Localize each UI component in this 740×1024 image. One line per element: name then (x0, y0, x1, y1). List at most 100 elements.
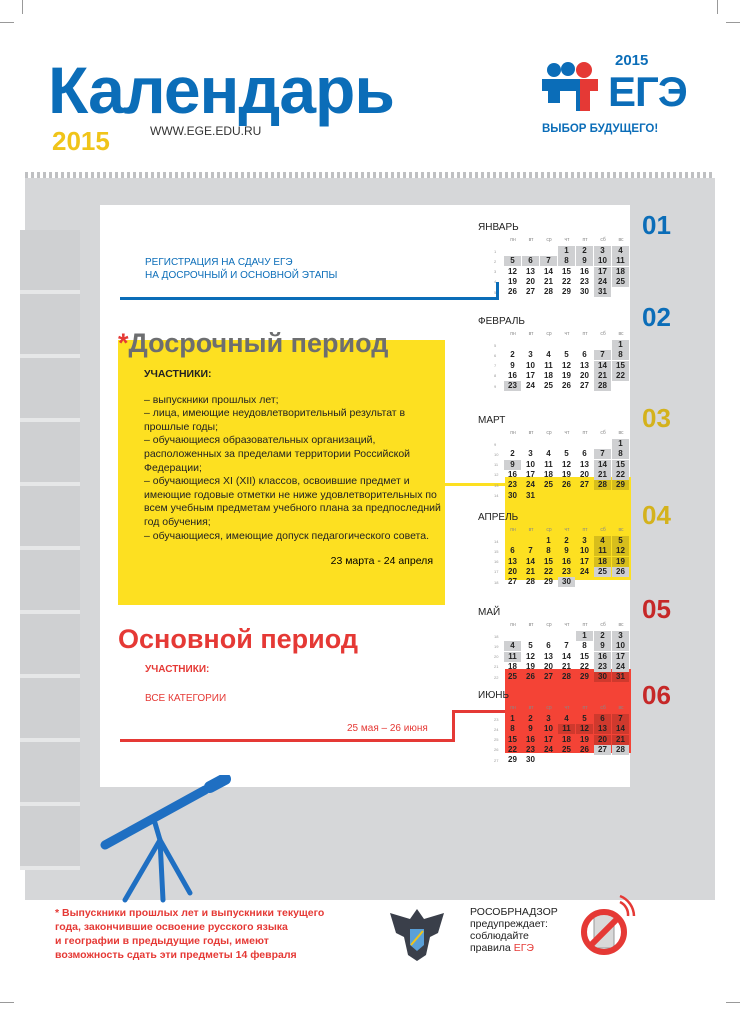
weekday-label: вс (618, 331, 624, 337)
calendar-day: 17 (580, 556, 589, 566)
calendar-day: 16 (562, 556, 571, 566)
calendar-day: 1 (612, 439, 629, 449)
calendar-day: 16 (580, 266, 589, 276)
calendar-day: 11 (612, 256, 629, 267)
calendar-day: 28 (594, 480, 611, 491)
weekday-label: сб (600, 705, 606, 711)
blue-connector (120, 297, 498, 300)
calendar-day: 2 (564, 536, 569, 545)
calendar-day: 13 (594, 724, 611, 735)
calendar-day: 17 (612, 651, 629, 662)
calendar-day: 29 (580, 672, 589, 682)
calendar-day: 21 (562, 661, 571, 671)
calendar-day: 12 (562, 360, 571, 370)
calendar-day: 7 (540, 256, 557, 267)
calendar-day: 17 (526, 370, 535, 380)
calendar-day: 21 (544, 276, 553, 286)
calendar-day: 30 (526, 755, 535, 765)
weekday-label: вс (618, 527, 624, 533)
calendar-day: 10 (594, 256, 611, 267)
calendar-day: 20 (580, 370, 589, 380)
calendar-day: 11 (558, 724, 575, 735)
calendar-day: 4 (594, 536, 611, 546)
week-number: 17 (494, 569, 499, 575)
weekday-label: пн (510, 705, 516, 711)
calendar-day: 11 (594, 546, 611, 557)
calendar-day: 14 (594, 459, 611, 470)
month-number-06: 06 (642, 680, 671, 710)
website-link[interactable]: WWW.EGE.EDU.RU (150, 124, 262, 138)
calendar-day: 28 (594, 381, 611, 392)
telescope-icon (100, 775, 231, 903)
calendar-day: 19 (562, 370, 571, 380)
week-number: 24 (494, 726, 499, 732)
week-number: 23 (494, 716, 499, 722)
calendar-day: 22 (508, 744, 517, 754)
week-number: 2 (494, 258, 497, 264)
calendar-day: 6 (582, 350, 587, 360)
calendar-day: 26 (508, 287, 517, 297)
month-name: ЯНВАРЬ (478, 222, 519, 233)
month-name: МАЙ (478, 607, 501, 618)
calendar-day: 25 (594, 566, 611, 577)
calendar-day: 25 (562, 744, 571, 754)
calendar-day: 5 (612, 536, 629, 546)
weekday-label: ср (546, 331, 552, 337)
calendar-day: 26 (580, 744, 589, 754)
calendar-day: 26 (612, 566, 629, 577)
calendar-day: 25 (612, 276, 629, 287)
calendar-day: 2 (594, 631, 611, 641)
red-connector (120, 739, 455, 742)
participant-item: – обучающиеся XI (XII) классов, освоивши… (144, 475, 441, 528)
early-period-title: *Досрочный период (118, 328, 389, 358)
people-logo-icon (542, 62, 598, 111)
calendar-day: 6 (510, 546, 515, 556)
month-number-04: 04 (642, 500, 671, 530)
calendar-day: 5 (564, 449, 569, 459)
logo-slogan: ВЫБОР БУДУЩЕГО! (542, 123, 659, 135)
calendar-day: 11 (504, 651, 521, 662)
calendar-day: 4 (612, 246, 629, 256)
week-number: 13 (494, 482, 499, 488)
registration-heading: РЕГИСТРАЦИЯ НА СДАЧУ ЕГЭ НА ДОСРОЧНЫЙ И О… (145, 257, 338, 281)
week-number: 5 (494, 342, 497, 348)
calendar-day: 13 (580, 459, 589, 469)
calendar-day: 8 (612, 350, 629, 361)
week-number: 18 (494, 633, 499, 639)
weekday-label: вт (528, 331, 534, 337)
blue-connector-vertical (496, 282, 499, 300)
page-title: Календарь (48, 53, 395, 127)
rosobrnadzor-warning: РОСОБРНАДЗОР предупреждает: соблюдайте прав… (470, 906, 558, 954)
calendar-day: 18 (612, 266, 629, 277)
calendar-day: 2 (576, 246, 593, 256)
calendar-day: 26 (562, 381, 571, 391)
calendar-day: 5 (582, 714, 587, 723)
calendar-day: 24 (544, 744, 553, 754)
calendar-day: 3 (594, 246, 611, 256)
calendar-day: 20 (508, 566, 517, 576)
week-number: 15 (494, 548, 499, 554)
calendar-day: 19 (526, 661, 535, 671)
calendar-day: 23 (504, 381, 521, 392)
calendar-day: 9 (510, 360, 515, 370)
red-connector-top (452, 710, 505, 713)
week-number: 5 (494, 289, 497, 295)
week-number: 1 (494, 248, 497, 254)
calendar-day: 7 (612, 714, 629, 724)
calendar-day: 12 (526, 651, 535, 661)
main-participants-label: УЧАСТНИКИ: (145, 664, 210, 675)
week-number: 8 (494, 373, 497, 379)
calendar-day: 15 (612, 360, 629, 371)
calendar-day: 3 (582, 536, 587, 545)
calendar-day: 8 (582, 641, 587, 651)
calendar-day: 8 (546, 546, 551, 556)
main-dates: 25 мая – 26 июня (347, 723, 428, 734)
week-number: 20 (494, 654, 499, 660)
calendar-day: 23 (580, 276, 589, 286)
calendar-day: 29 (562, 287, 571, 297)
calendar-day: 18 (594, 556, 611, 567)
week-number: 22 (494, 674, 499, 680)
calendar-day: 3 (546, 714, 551, 723)
calendar-day: 14 (526, 556, 535, 566)
calendar-day: 15 (612, 459, 629, 470)
